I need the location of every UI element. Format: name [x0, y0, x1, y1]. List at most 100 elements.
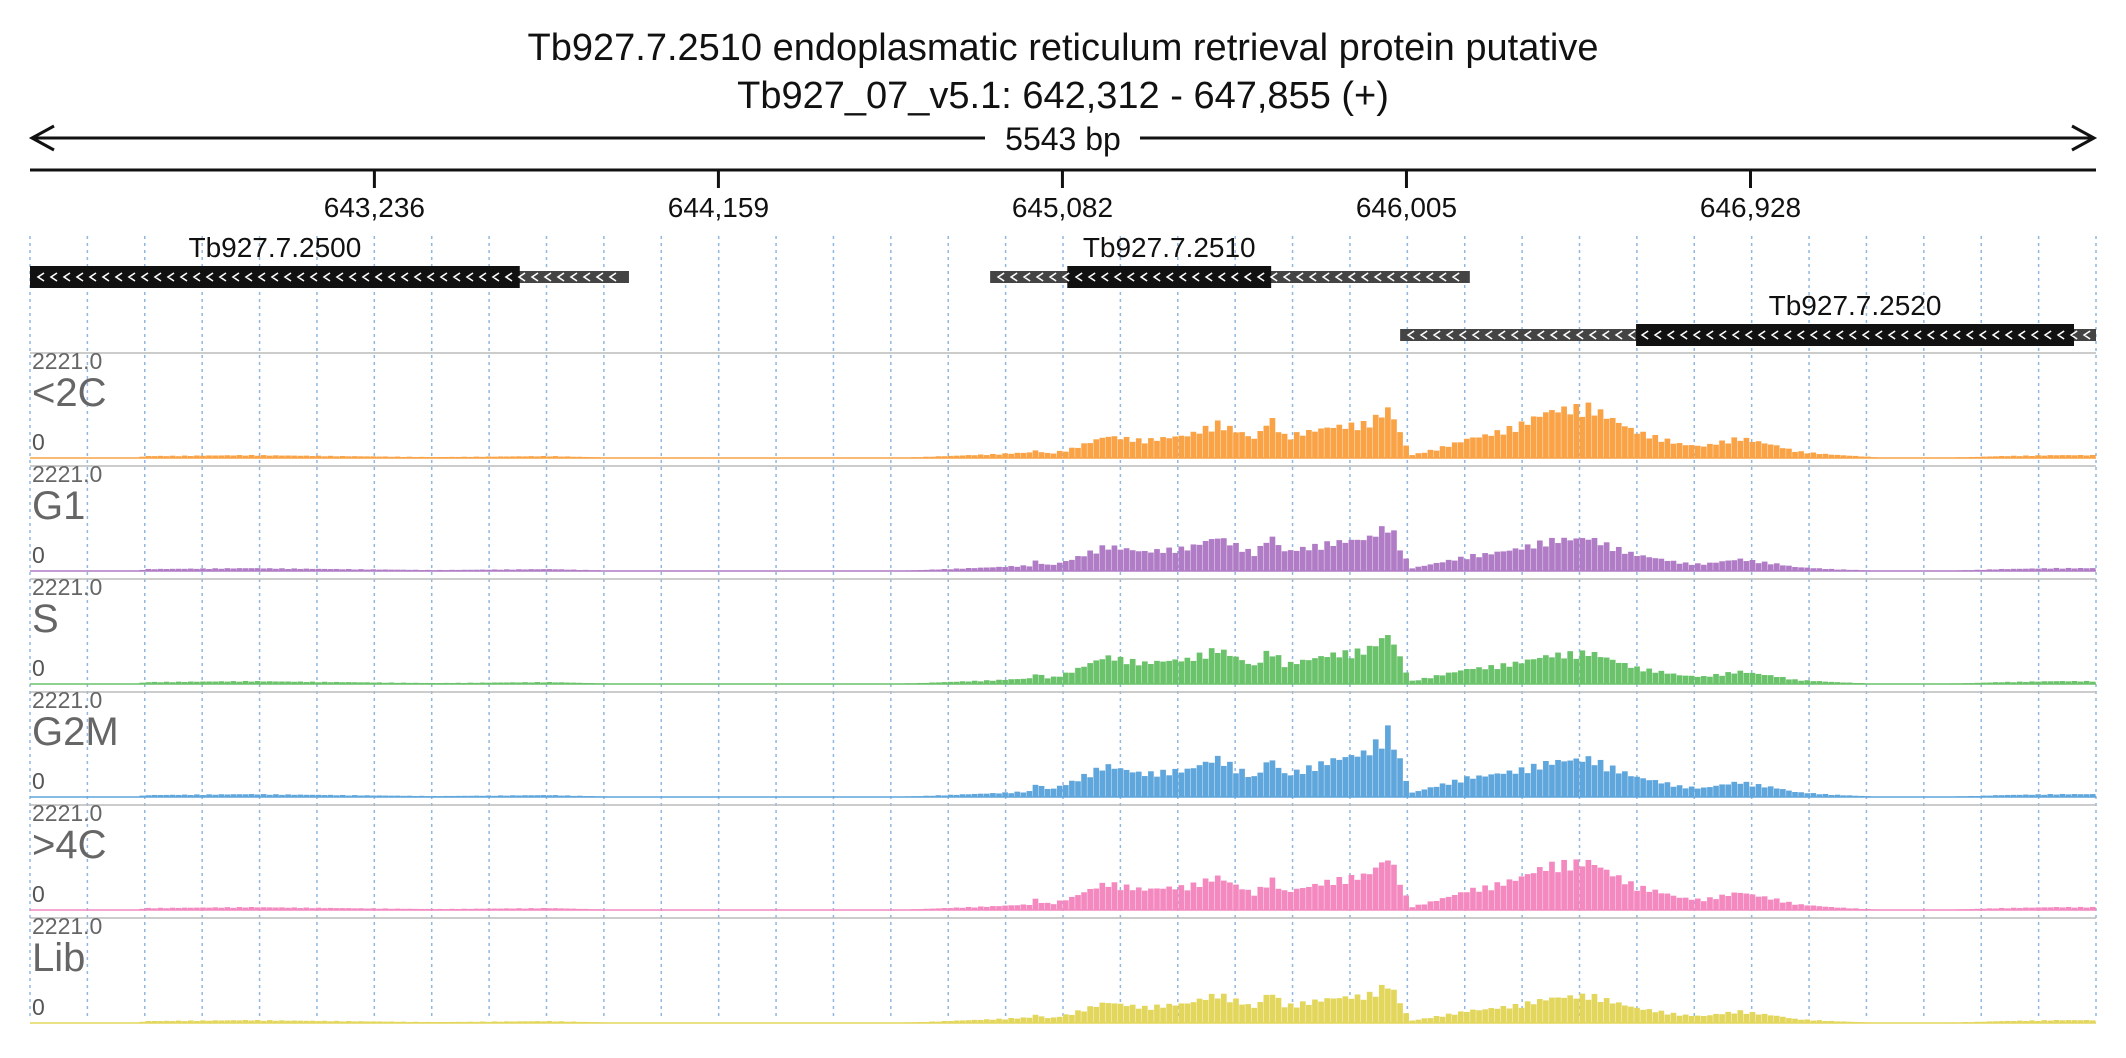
coverage-bar [1336, 657, 1343, 684]
coverage-bar [145, 682, 152, 684]
coverage-bar [491, 569, 498, 571]
coverage-bar [564, 795, 571, 797]
coverage-bar [1670, 1012, 1677, 1023]
coverage-bar [273, 568, 279, 571]
coverage-bar [1208, 431, 1215, 458]
coverage-bar [2029, 794, 2035, 797]
coverage-bar [1312, 883, 1318, 910]
coverage-bar [1780, 789, 1786, 797]
coverage-bar [1786, 790, 1792, 797]
coverage-bar [297, 681, 304, 684]
coverage-bar [1081, 1011, 1087, 1023]
coverage-bar [984, 680, 990, 684]
coverage-bar [279, 568, 285, 571]
coverage-bar [1148, 664, 1154, 684]
coverage-bar [1069, 559, 1075, 571]
coverage-bar [200, 455, 206, 458]
coverage-bar [194, 794, 200, 797]
coverage-bar [206, 455, 212, 458]
coverage-bar [1530, 416, 1537, 458]
coverage-bar [510, 1021, 516, 1023]
coverage-bar [1251, 1007, 1258, 1023]
coverage-bar [1360, 421, 1367, 458]
track-name: S [32, 597, 59, 641]
coverage-bar [2017, 681, 2023, 684]
coverage-bar [1986, 569, 1993, 571]
coverage-bar [1026, 452, 1033, 458]
coverage-bar [345, 1021, 352, 1023]
coverage-bar [503, 682, 510, 684]
coverage-bar [1245, 548, 1251, 571]
coverage-bar [1415, 566, 1422, 571]
coverage-bar [965, 1020, 972, 1023]
coverage-bar [1178, 1003, 1185, 1023]
length-arrow-left-icon [28, 124, 55, 152]
coverage-bar [1701, 901, 1707, 910]
gene-cds [30, 266, 520, 288]
coverage-bar [1318, 549, 1324, 571]
coverage-bar [1275, 997, 1282, 1023]
coverage-bar [1239, 768, 1245, 797]
coverage-bar [2065, 455, 2072, 458]
coverage-bar [273, 681, 279, 684]
coverage-bar [1269, 994, 1276, 1023]
coverage-bar [1196, 544, 1203, 571]
coverage-bar [242, 568, 249, 571]
coverage-bar [1451, 442, 1458, 458]
coverage-bar [491, 1021, 498, 1023]
coverage-bar [291, 907, 297, 910]
strand-arrows-icon [36, 272, 617, 282]
coverage-bar [1385, 860, 1391, 910]
coverage-bar [2071, 1020, 2078, 1023]
coverage-bar [1743, 781, 1750, 797]
coverage-bar [1603, 657, 1610, 684]
coverage-bar [2004, 908, 2011, 910]
coverage-bar [1421, 789, 1428, 797]
coverage-bar [2023, 794, 2029, 797]
coverage-bar [1263, 994, 1270, 1023]
coverage-bar [1403, 1013, 1409, 1023]
coverage-bar [1488, 665, 1495, 684]
coverage-bar [345, 908, 352, 910]
coverage-bar [2023, 907, 2029, 910]
coverage-bar [1002, 567, 1008, 571]
coverage-bar [1342, 650, 1349, 684]
coverage-bar [1026, 678, 1033, 684]
coverage-bar [254, 907, 261, 910]
coverage-bar [1409, 680, 1416, 684]
coverage-bar [181, 681, 188, 684]
coverage-bar [1069, 1014, 1075, 1023]
coverage-bar [1761, 1013, 1768, 1023]
coverage-bar [1500, 663, 1507, 684]
coverage-bar [1834, 907, 1841, 910]
coverage-bar [1688, 675, 1695, 684]
x-tick-label: 646,928 [1700, 192, 1801, 223]
coverage-bar [1658, 558, 1665, 571]
coverage-bar [1427, 564, 1434, 571]
coverage-bar [236, 455, 243, 458]
coverage-bar [953, 568, 960, 571]
coverage-bar [503, 569, 510, 571]
coverage-bar [2065, 1020, 2072, 1023]
coverage-bar [1810, 793, 1817, 797]
coverage-bar [977, 1019, 984, 1023]
coverage-bar [1767, 899, 1774, 910]
coverage-bar [984, 455, 990, 458]
coverage-bar [1749, 1011, 1756, 1023]
coverage-bar [947, 455, 954, 458]
coverage-bar [2035, 455, 2041, 458]
coverage-bar [996, 906, 1002, 910]
coverage-bar [145, 456, 152, 458]
coverage-bar [977, 681, 984, 684]
coverage-bar [1081, 443, 1087, 458]
coverage-bar [1421, 565, 1428, 571]
coverage-bar [516, 1021, 522, 1023]
coverage-bar [1251, 438, 1258, 458]
coverage-bar [1020, 565, 1027, 571]
coverage-bar [352, 908, 358, 910]
coverage-bar [273, 1020, 279, 1023]
coverage-bar [1488, 774, 1495, 797]
coverage-bar [1634, 776, 1640, 797]
coverage-bar [1476, 437, 1482, 458]
coverage-bar [212, 681, 218, 684]
